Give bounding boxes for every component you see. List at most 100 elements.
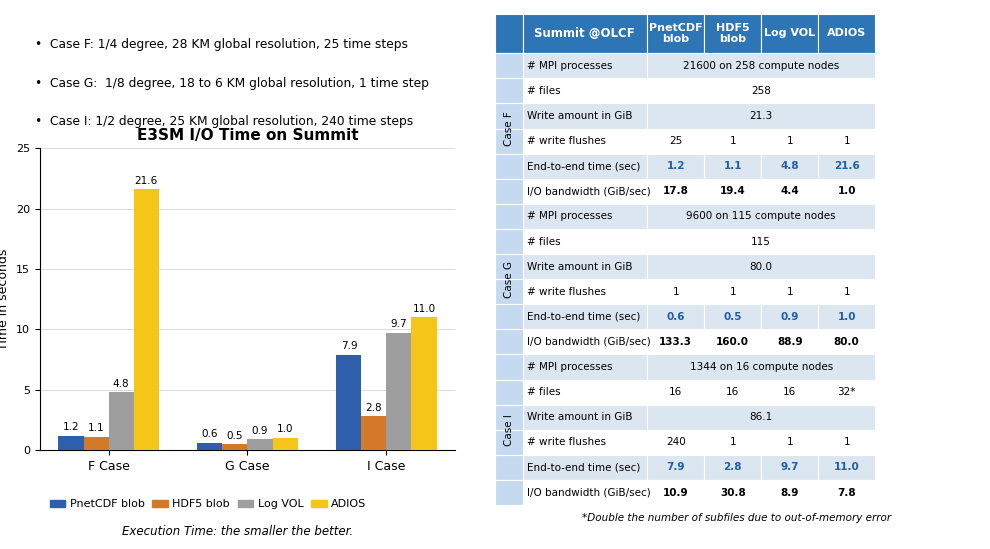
Text: 25: 25 [669, 136, 682, 146]
FancyBboxPatch shape [761, 128, 818, 154]
FancyBboxPatch shape [523, 379, 647, 405]
FancyBboxPatch shape [704, 329, 761, 355]
Text: 0.5: 0.5 [227, 430, 244, 440]
Text: 2.8: 2.8 [724, 462, 742, 473]
FancyBboxPatch shape [818, 304, 875, 329]
FancyBboxPatch shape [761, 455, 818, 480]
FancyBboxPatch shape [818, 128, 875, 154]
FancyBboxPatch shape [495, 355, 523, 379]
Text: 1.0: 1.0 [277, 424, 293, 434]
FancyBboxPatch shape [495, 430, 523, 455]
FancyBboxPatch shape [647, 455, 704, 480]
Text: 160.0: 160.0 [716, 337, 749, 347]
Text: 21.6: 21.6 [834, 161, 859, 171]
Bar [361, 416, 386, 450]
Text: 16: 16 [726, 387, 740, 397]
FancyBboxPatch shape [704, 304, 761, 329]
FancyBboxPatch shape [704, 279, 761, 304]
Text: End-to-end time (sec): End-to-end time (sec) [528, 161, 641, 171]
FancyBboxPatch shape [495, 455, 523, 480]
Text: 115: 115 [751, 237, 771, 247]
Text: ADIOS: ADIOS [827, 29, 866, 38]
Bar [109, 392, 134, 450]
Text: # MPI processes: # MPI processes [528, 61, 613, 71]
FancyBboxPatch shape [818, 480, 875, 505]
Text: 4.8: 4.8 [780, 161, 799, 171]
FancyBboxPatch shape [761, 304, 818, 329]
FancyBboxPatch shape [647, 79, 875, 103]
Text: 1.2: 1.2 [62, 422, 79, 432]
FancyBboxPatch shape [523, 279, 647, 304]
Text: 9600 on 115 compute nodes: 9600 on 115 compute nodes [686, 211, 836, 221]
Text: 21.3: 21.3 [749, 111, 773, 121]
FancyBboxPatch shape [495, 405, 523, 430]
FancyBboxPatch shape [818, 179, 875, 204]
Bar [386, 333, 412, 450]
Legend: PnetCDF blob, HDF5 blob, Log VOL, ADIOS: PnetCDF blob, HDF5 blob, Log VOL, ADIOS [46, 495, 371, 514]
Text: # files: # files [528, 387, 561, 397]
FancyBboxPatch shape [818, 154, 875, 179]
Text: I/O bandwidth (GiB/sec): I/O bandwidth (GiB/sec) [528, 488, 651, 497]
FancyBboxPatch shape [495, 154, 523, 179]
Text: •  Case I: 1/2 degree, 25 KM global resolution, 240 time steps: • Case I: 1/2 degree, 25 KM global resol… [35, 115, 413, 128]
Text: 1.2: 1.2 [666, 161, 685, 171]
Text: 4.4: 4.4 [780, 186, 799, 197]
Text: # MPI processes: # MPI processes [528, 211, 613, 221]
Text: # MPI processes: # MPI processes [528, 362, 613, 372]
FancyBboxPatch shape [647, 229, 875, 254]
FancyBboxPatch shape [818, 329, 875, 355]
FancyBboxPatch shape [704, 455, 761, 480]
FancyBboxPatch shape [647, 53, 875, 79]
FancyBboxPatch shape [495, 279, 523, 304]
FancyBboxPatch shape [647, 480, 704, 505]
FancyBboxPatch shape [495, 128, 523, 154]
FancyBboxPatch shape [523, 304, 647, 329]
Text: 30.8: 30.8 [720, 488, 745, 497]
FancyBboxPatch shape [761, 279, 818, 304]
FancyBboxPatch shape [495, 480, 523, 505]
Text: Write amount in GiB: Write amount in GiB [528, 262, 633, 272]
FancyBboxPatch shape [523, 179, 647, 204]
FancyBboxPatch shape [761, 14, 818, 53]
FancyBboxPatch shape [761, 430, 818, 455]
FancyBboxPatch shape [647, 430, 704, 455]
Text: 1: 1 [672, 287, 679, 296]
FancyBboxPatch shape [761, 379, 818, 405]
FancyBboxPatch shape [495, 379, 523, 405]
Text: Execution Time: the smaller the better.: Execution Time: the smaller the better. [122, 525, 353, 538]
Text: 10.9: 10.9 [663, 488, 688, 497]
Text: 0.5: 0.5 [724, 312, 742, 322]
Text: # files: # files [528, 237, 561, 247]
Text: Case G: Case G [504, 261, 514, 298]
FancyBboxPatch shape [704, 154, 761, 179]
Text: 1: 1 [730, 438, 736, 447]
FancyBboxPatch shape [523, 204, 647, 229]
Text: 21600 on 258 compute nodes: 21600 on 258 compute nodes [683, 61, 840, 71]
Text: 1: 1 [730, 287, 736, 296]
Bar [134, 189, 158, 450]
Text: 0.9: 0.9 [780, 312, 799, 322]
FancyBboxPatch shape [818, 379, 875, 405]
Text: 0.9: 0.9 [251, 425, 268, 436]
Text: 4.8: 4.8 [113, 379, 130, 389]
Text: 16: 16 [669, 387, 682, 397]
Text: 21.6: 21.6 [135, 176, 157, 186]
FancyBboxPatch shape [523, 430, 647, 455]
FancyBboxPatch shape [523, 128, 647, 154]
FancyBboxPatch shape [761, 480, 818, 505]
Text: *Double the number of subfiles due to out-of-memory error: *Double the number of subfiles due to ou… [582, 513, 891, 523]
Text: 258: 258 [751, 86, 771, 96]
Text: •  Case G:  1/8 degree, 18 to 6 KM global resolution, 1 time step: • Case G: 1/8 degree, 18 to 6 KM global … [35, 77, 429, 90]
FancyBboxPatch shape [523, 229, 647, 254]
Bar [272, 438, 298, 450]
Text: Log VOL: Log VOL [764, 29, 816, 38]
Text: Case I: Case I [504, 414, 514, 446]
Text: 2.8: 2.8 [365, 403, 382, 413]
FancyBboxPatch shape [495, 204, 523, 229]
Text: Write amount in GiB: Write amount in GiB [528, 111, 633, 121]
FancyBboxPatch shape [761, 154, 818, 179]
Text: # write flushes: # write flushes [528, 136, 607, 146]
FancyBboxPatch shape [704, 14, 761, 53]
FancyBboxPatch shape [647, 204, 875, 229]
Text: 1: 1 [786, 136, 793, 146]
